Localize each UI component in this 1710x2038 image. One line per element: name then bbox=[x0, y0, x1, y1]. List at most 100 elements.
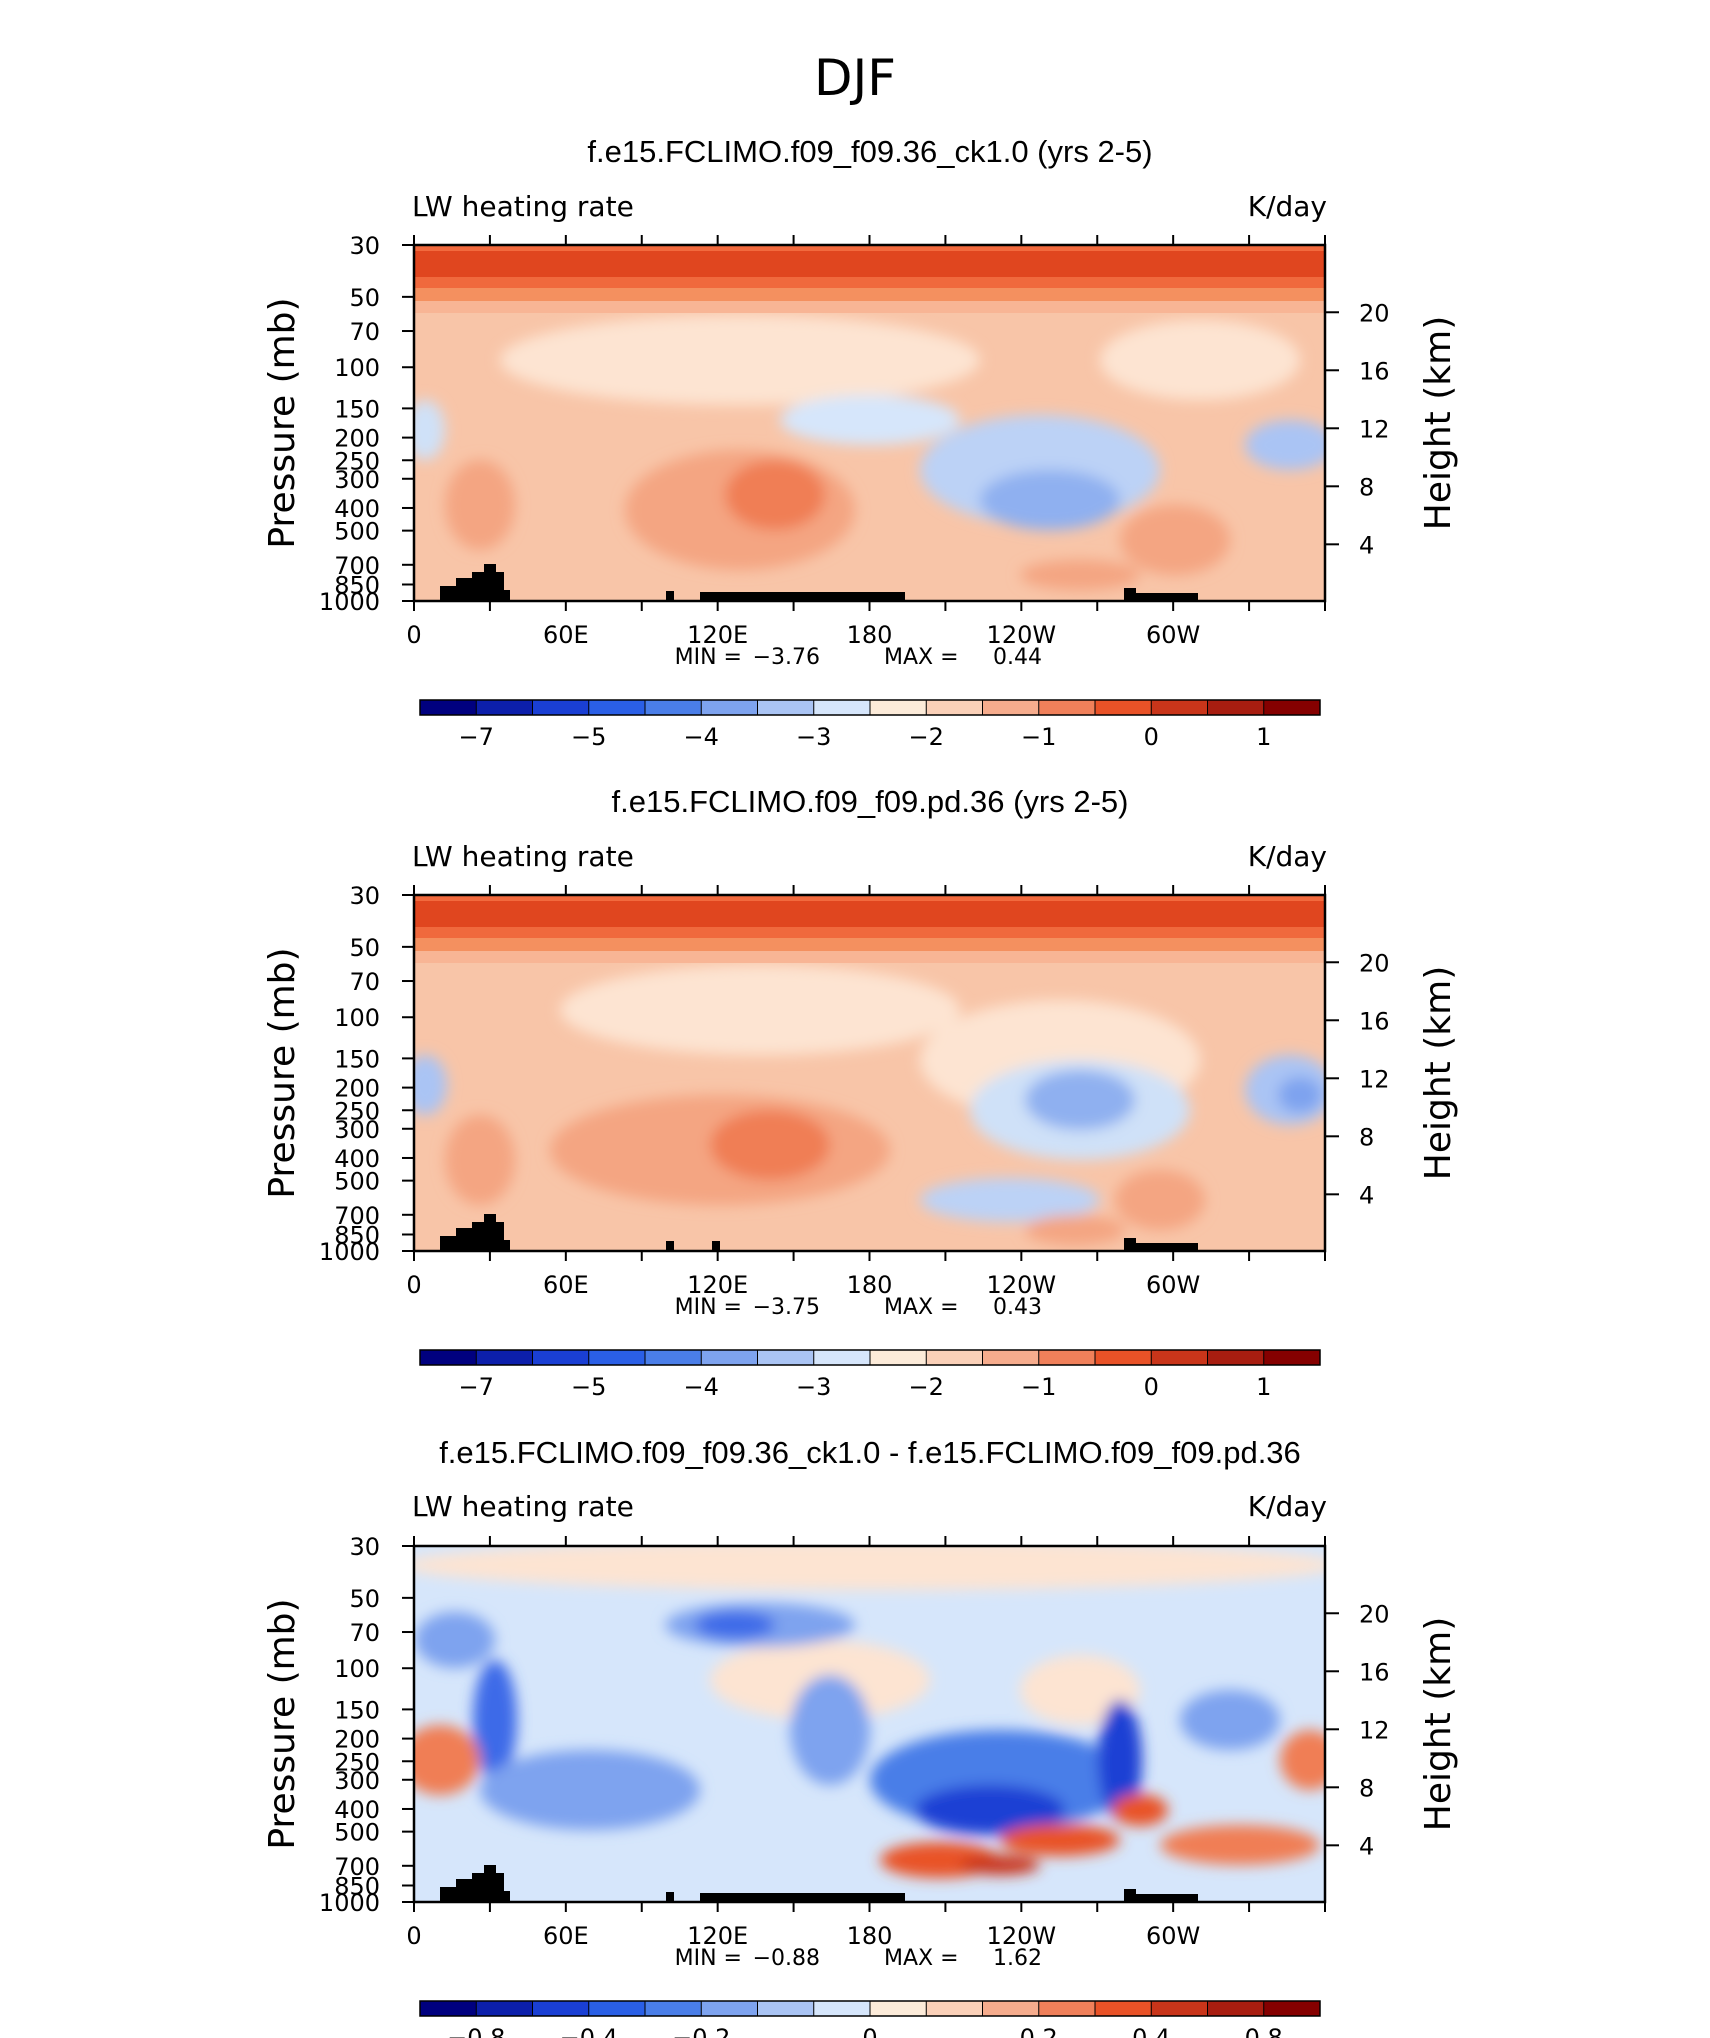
region-blue-upper-left bbox=[415, 1612, 495, 1668]
colorbar-swatch bbox=[813, 700, 871, 715]
x-tick-label: 120W bbox=[987, 621, 1057, 649]
land-africa bbox=[440, 1865, 510, 1902]
colorbar-label: −2 bbox=[909, 723, 944, 751]
y-axis-title-right: Height (km) bbox=[1418, 1617, 1459, 1831]
y-tick-right-label: 4 bbox=[1359, 1181, 1374, 1209]
region-strongred-central bbox=[710, 1110, 830, 1180]
colorbar-label: −5 bbox=[571, 1373, 606, 1401]
land-australia bbox=[700, 592, 905, 601]
y-tick-right-label: 16 bbox=[1359, 357, 1390, 385]
colorbar-swatch bbox=[926, 1350, 983, 1365]
y-tick-label: 150 bbox=[334, 1045, 380, 1073]
y-tick-label: 100 bbox=[334, 1655, 380, 1683]
y-tick-label: 200 bbox=[334, 1726, 380, 1754]
colorbar-swatch bbox=[1207, 700, 1265, 715]
colorbar-swatch bbox=[757, 700, 815, 715]
y-tick-label: 1000 bbox=[319, 1238, 380, 1266]
colorbar-swatch bbox=[532, 1350, 590, 1365]
colorbar-swatch bbox=[701, 1350, 758, 1365]
region-red-east bbox=[1115, 1170, 1205, 1230]
region-blue-mid bbox=[790, 1675, 870, 1785]
region-red-lowsurface bbox=[1025, 1215, 1125, 1245]
y-tick-label: 500 bbox=[334, 1819, 380, 1847]
colorbar-label: 0.8 bbox=[1245, 2024, 1283, 2038]
panel-1-title: f.e15.FCLIMO.f09_f09.36_ck1.0 (yrs 2-5) bbox=[587, 134, 1152, 169]
colorbar-swatch bbox=[1207, 1350, 1265, 1365]
x-tick-label: 120W bbox=[987, 1271, 1057, 1299]
land-borneo bbox=[712, 1241, 720, 1251]
colorbar-swatch bbox=[701, 2001, 758, 2016]
y-tick-right-label: 8 bbox=[1359, 1774, 1374, 1802]
band-top-3 bbox=[414, 277, 1325, 288]
x-tick-label: 0 bbox=[406, 1271, 421, 1299]
colorbar-swatch bbox=[645, 1350, 702, 1365]
y-tick-label: 300 bbox=[334, 1116, 380, 1144]
panel-2-field bbox=[414, 895, 1325, 1251]
region-red-west bbox=[445, 1115, 515, 1205]
y-tick-right-label: 4 bbox=[1359, 531, 1374, 559]
band-top-1 bbox=[414, 895, 1325, 901]
y-tick-label: 700 bbox=[334, 1853, 380, 1881]
colorbar-swatch bbox=[476, 700, 533, 715]
land-andes bbox=[1124, 1238, 1198, 1251]
y-axis-title: Pressure (mb) bbox=[262, 1598, 303, 1849]
y-tick-label: 200 bbox=[334, 1075, 380, 1103]
colorbar-swatch bbox=[982, 1350, 1040, 1365]
y-tick-label: 500 bbox=[334, 1168, 380, 1196]
colorbar-label: 1 bbox=[1256, 1373, 1271, 1401]
y-tick-label: 850 bbox=[334, 572, 380, 600]
y-tick-label: 250 bbox=[334, 447, 380, 475]
colorbar-swatch bbox=[701, 700, 758, 715]
region-red-east-low bbox=[1160, 1825, 1320, 1865]
colorbar-frame bbox=[419, 2000, 1321, 2017]
panel-1-field bbox=[414, 245, 1325, 601]
y-tick-label: 500 bbox=[334, 518, 380, 546]
y-tick-label: 150 bbox=[334, 395, 380, 423]
min-label: MIN = bbox=[675, 1946, 742, 1971]
colorbar-swatch bbox=[476, 2001, 533, 2016]
region-red-pac-2 bbox=[1000, 1824, 1120, 1856]
x-tick-label: 180 bbox=[847, 1922, 893, 1950]
land-australia bbox=[700, 1893, 905, 1902]
land-africa bbox=[440, 1214, 510, 1251]
colorbar-label: −1 bbox=[1021, 723, 1056, 751]
region-midblue-right bbox=[1278, 1077, 1322, 1113]
colorbar-label: −2 bbox=[909, 1373, 944, 1401]
band-top-5 bbox=[414, 951, 1325, 963]
colorbar-label: −4 bbox=[684, 723, 719, 751]
region-red-east bbox=[1120, 505, 1230, 575]
colorbar-label: −4 bbox=[684, 1373, 719, 1401]
colorbar-frame bbox=[419, 1349, 1321, 1366]
colorbar-swatch bbox=[645, 700, 702, 715]
colorbar-swatch bbox=[476, 1350, 533, 1365]
y-tick-label: 1000 bbox=[319, 588, 380, 616]
y-tick-label: 70 bbox=[349, 318, 380, 346]
y-tick-label: 1000 bbox=[319, 1889, 380, 1917]
region-lightblue-left bbox=[414, 1055, 447, 1115]
region-lightblue-left bbox=[414, 400, 445, 460]
y-axis-title: Pressure (mb) bbox=[262, 947, 303, 1198]
x-tick-label: 60W bbox=[1146, 1922, 1200, 1950]
x-tick-label: 60W bbox=[1146, 621, 1200, 649]
y-tick-label: 150 bbox=[334, 1696, 380, 1724]
colorbar-swatch bbox=[982, 2001, 1040, 2016]
colorbar-label: 0 bbox=[862, 2024, 877, 2038]
y-tick-label: 400 bbox=[334, 1796, 380, 1824]
panel-1-variable-label: LW heating rate bbox=[412, 190, 634, 223]
colorbar-swatch bbox=[1038, 700, 1096, 715]
region-pale-upper-right bbox=[1100, 320, 1300, 400]
colorbar-label: −0.2 bbox=[672, 2024, 730, 2038]
land-andes bbox=[1124, 1889, 1198, 1902]
y-tick-label: 30 bbox=[349, 232, 380, 260]
region-lightblue-central bbox=[780, 395, 960, 445]
colorbar-swatch bbox=[588, 1350, 646, 1365]
min-label: MIN = bbox=[675, 645, 742, 670]
min-value: −3.76 bbox=[753, 645, 820, 670]
colorbar-swatch bbox=[813, 2001, 871, 2016]
y-tick-label: 30 bbox=[349, 882, 380, 910]
land-sumatra bbox=[666, 591, 674, 601]
y-tick-label: 250 bbox=[334, 1748, 380, 1776]
colorbar-swatch bbox=[757, 2001, 815, 2016]
y-tick-label: 50 bbox=[349, 934, 380, 962]
panel-2: f.e15.FCLIMO.f09_f09.pd.36 (yrs 2-5) LW … bbox=[262, 784, 1459, 1401]
